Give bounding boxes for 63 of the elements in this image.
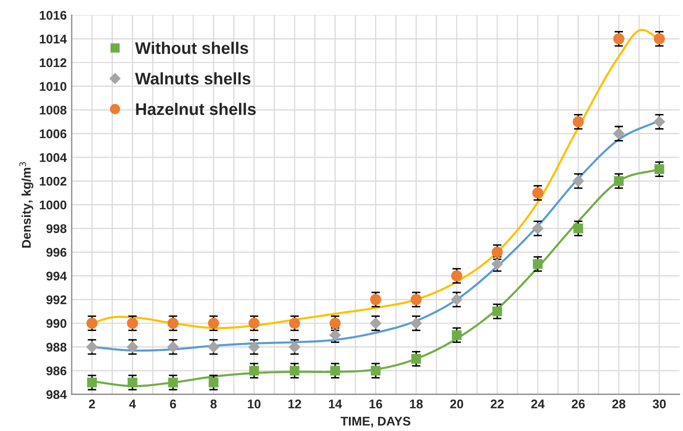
point — [248, 318, 260, 329]
point — [128, 378, 138, 388]
point — [290, 366, 300, 376]
point — [532, 259, 543, 269]
point — [87, 378, 97, 388]
y-tick-label: 984 — [46, 390, 67, 400]
x-tick-label: 10 — [248, 400, 261, 408]
point — [411, 354, 422, 364]
point — [654, 33, 665, 44]
point — [208, 378, 218, 388]
x-tick-label: 22 — [490, 400, 504, 408]
point — [452, 330, 462, 340]
point — [86, 318, 98, 329]
x-tick-label: 2 — [88, 400, 95, 408]
point — [572, 116, 584, 128]
x-tick-label: 18 — [410, 400, 423, 408]
y-tick-label: 988 — [46, 342, 66, 352]
point — [208, 318, 220, 329]
point — [249, 366, 259, 376]
point — [451, 270, 462, 282]
y-tick-label: 1010 — [40, 82, 66, 91]
point — [167, 318, 179, 329]
x-tick-label: 20 — [450, 400, 464, 408]
point — [573, 224, 584, 234]
point — [492, 306, 502, 316]
point — [289, 318, 300, 329]
x-tick-label: 30 — [652, 400, 666, 408]
x-tick-label: 12 — [288, 400, 302, 408]
point — [613, 33, 624, 44]
legend-label: Hazelnut shells — [136, 102, 256, 116]
x-tick-label: 4 — [129, 400, 136, 408]
x-axis-title: TIME, DAYS — [340, 416, 410, 428]
point — [330, 366, 340, 376]
y-tick-label: 1014 — [40, 34, 67, 44]
y-tick-label: 1002 — [40, 176, 66, 186]
x-tick-label: 6 — [170, 400, 176, 408]
point — [614, 176, 624, 186]
x-tick-label: 28 — [612, 400, 626, 408]
y-axis-title: Density, kg/m$^{3}$ — [19, 162, 34, 248]
y-tick-label: 1008 — [40, 106, 66, 115]
legend-label: Without shells — [135, 42, 248, 54]
y-tick-label: 1012 — [40, 58, 66, 68]
x-tick-label: 14 — [328, 400, 342, 408]
y-tick-label: 998 — [46, 224, 66, 234]
y-tick-label: 1016 — [40, 10, 66, 20]
y-tick-label: 996 — [46, 248, 66, 257]
legend-label: Walnuts shells — [135, 72, 250, 85]
y-tick-label: 992 — [46, 295, 66, 304]
x-tick-label: 26 — [572, 400, 585, 408]
y-tick-label: 1000 — [40, 200, 66, 210]
y-tick-label: 990 — [46, 319, 66, 328]
point — [654, 164, 664, 174]
x-tick-label: 16 — [369, 400, 382, 408]
point — [532, 187, 544, 198]
point — [126, 318, 138, 329]
point — [168, 378, 178, 388]
y-tick-label: 986 — [46, 366, 66, 376]
y-tick-label: 1004 — [40, 153, 67, 162]
x-tick-label: 8 — [210, 400, 217, 408]
point — [370, 366, 381, 376]
x-tick-label: 24 — [531, 400, 545, 408]
y-tick-label: 994 — [46, 272, 67, 280]
y-tick-label: 1006 — [40, 129, 66, 138]
